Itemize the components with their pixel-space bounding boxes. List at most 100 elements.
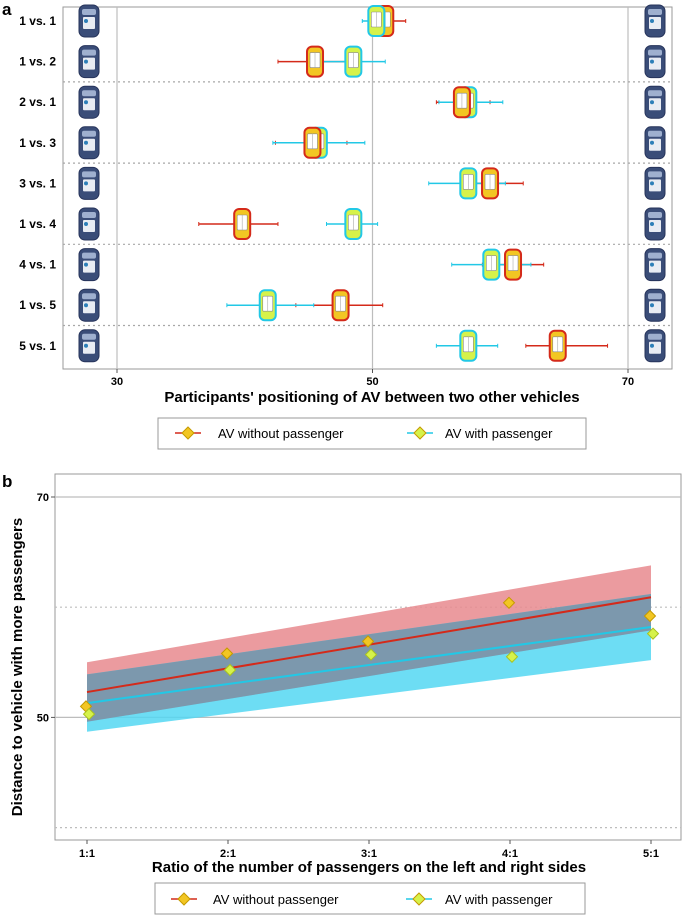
reference-car-windshield <box>82 130 96 137</box>
panel-b-points <box>79 596 660 721</box>
reference-car-cabin <box>83 57 95 70</box>
reference-car-right-1-vs-3 <box>644 126 666 160</box>
panel-a-tick-label-70: 70 <box>622 376 634 388</box>
reference-car-cabin <box>83 301 95 314</box>
panel-a-av-with-passenger-1-vs-5 <box>258 289 277 322</box>
reference-car-cabin <box>649 260 661 273</box>
panel-a-row-label-3-vs-1: 3 vs. 1 <box>19 176 56 190</box>
reference-car-right-1-vs-5 <box>644 288 666 322</box>
panel-a-row-label-2-vs-1: 2 vs. 1 <box>19 95 56 109</box>
panel-a-row-label-1-vs-1: 1 vs. 1 <box>19 14 56 28</box>
panel-b-point-with-passenger-4-1 <box>505 650 519 663</box>
reference-car-left-1-vs-1 <box>78 4 100 38</box>
panel-a-x-axis-title: Participants' positioning of AV between … <box>164 389 579 406</box>
reference-car-cabin <box>649 179 661 192</box>
reference-car-windshield <box>82 333 96 340</box>
panel-b-point-no-passenger-5-1 <box>643 609 657 623</box>
reference-car-passenger <box>84 222 88 226</box>
reference-car-passenger <box>84 59 88 64</box>
reference-car-passenger <box>650 343 654 348</box>
reference-car-passenger <box>84 19 88 23</box>
panel-a-row-label-5-vs-1: 5 vs. 1 <box>19 339 56 353</box>
panel-a-av-with-passenger-1-vs-4 <box>344 208 363 240</box>
reference-car-left-1-vs-2 <box>78 45 100 79</box>
reference-car-windshield <box>648 212 662 218</box>
panel-a-legend-key-no-passenger <box>175 426 201 440</box>
reference-car-right-4-vs-1 <box>644 248 666 282</box>
reference-car-left-1-vs-4 <box>78 207 100 241</box>
panel-a-plot-area <box>62 6 673 370</box>
panel-b-point-no-passenger-4-1 <box>502 596 516 609</box>
panel-b-y-ticks: 50 70 <box>37 492 55 724</box>
reference-car-cabin <box>83 220 95 232</box>
panel-b-legend-key-with-passenger <box>406 892 432 906</box>
reference-car-cabin <box>649 57 661 70</box>
panel-b-point-with-passenger-3-1 <box>364 648 378 661</box>
reference-car-windshield <box>82 90 96 97</box>
panel-a-legend-box <box>157 417 587 450</box>
reference-car-windshield <box>648 130 662 137</box>
reference-car-cabin <box>83 179 95 192</box>
panel-b-point-with-passenger-2-1 <box>223 663 237 677</box>
panel-a-av-with-passenger-5-vs-1 <box>459 329 478 362</box>
panel-a-legend-key-with-passenger-diamond <box>413 426 427 440</box>
reference-car-right-3-vs-1 <box>644 166 666 200</box>
panel-a-row-labels: 1 vs. 1 1 vs. 2 2 vs. 1 1 vs. 3 3 vs. 1 1 vs.… <box>19 14 56 353</box>
reference-car-passenger <box>650 303 654 308</box>
reference-car-right-1-vs-4 <box>644 207 666 241</box>
reference-car-windshield <box>648 9 662 15</box>
panel-a-av-no-passenger-1-vs-2 <box>306 45 325 78</box>
reference-car-left-1-vs-3 <box>78 126 100 160</box>
panel-a-legend-label-no-passenger: AV without passenger <box>218 426 344 441</box>
panel-a-row-label-1-vs-2: 1 vs. 2 <box>19 55 56 69</box>
reference-car-passenger <box>650 181 654 186</box>
panel-b-ytick-label-50: 50 <box>37 712 49 724</box>
panel-a-tick-label-50: 50 <box>366 376 378 388</box>
panel-a-legend: AV without passenger AV with passenger <box>157 417 587 450</box>
reference-car-windshield <box>648 49 662 56</box>
panel-b-fit-line-with-passenger <box>86 626 652 705</box>
panel-b-point-no-passenger-2-1 <box>220 647 234 660</box>
panel-b-legend-box <box>154 882 586 915</box>
reference-car-cabin <box>649 220 661 232</box>
reference-car-left-5-vs-1 <box>78 329 100 363</box>
reference-car-passenger <box>650 100 654 105</box>
panel-a-av-no-passenger-2-vs-1 <box>452 86 471 119</box>
panel-a-label: a <box>2 0 12 19</box>
panel-a-row-label-4-vs-1: 4 vs. 1 <box>19 258 56 272</box>
reference-car-windshield <box>82 293 96 300</box>
panel-b-xtick-label-3-1: 3:1 <box>361 848 377 860</box>
panel-a-av-with-passenger-1-vs-1 <box>367 5 386 37</box>
panel-b-x-axis-title: Ratio of the number of passengers on the… <box>152 859 586 876</box>
reference-car-cabin <box>649 98 661 111</box>
reference-car-left-1-vs-5 <box>78 288 100 322</box>
panel-b-xtick-label-5-1: 5:1 <box>643 848 659 860</box>
panel-a-x-ticks: 30 50 70 <box>111 369 634 388</box>
reference-car-cabin <box>83 17 95 29</box>
panel-a-av-no-passenger-1-vs-5 <box>331 289 350 322</box>
reference-car-passenger <box>650 19 654 23</box>
panel-a-av-no-passenger-3-vs-1 <box>481 167 500 200</box>
reference-car-windshield <box>648 90 662 97</box>
reference-car-cabin <box>83 138 95 151</box>
panel-a-av-no-passenger-5-vs-1 <box>548 329 567 362</box>
reference-car-left-4-vs-1 <box>78 248 100 282</box>
panel-b-point-no-passenger-3-1 <box>361 635 375 648</box>
panel-a-marks <box>198 5 609 362</box>
reference-car-windshield <box>648 333 662 340</box>
panel-b-xtick-label-2-1: 2:1 <box>220 848 236 860</box>
reference-car-passenger <box>84 343 88 348</box>
panel-a-av-with-passenger-1-vs-2 <box>344 45 363 78</box>
reference-car-windshield <box>82 9 96 15</box>
panel-b-legend-key-with-passenger-diamond <box>412 892 426 906</box>
reference-car-windshield <box>82 171 96 178</box>
panel-b-legend-label-with-passenger: AV with passenger <box>445 892 553 907</box>
reference-car-windshield <box>82 212 96 218</box>
panel-b-y-axis-title: Distance to vehicle with more passengers <box>9 518 26 816</box>
reference-car-cabin <box>83 341 95 354</box>
reference-car-windshield <box>648 252 662 259</box>
panel-a-av-no-passenger-1-vs-4 <box>233 208 252 240</box>
panel-b-ytick-label-70: 70 <box>37 492 49 504</box>
reference-car-right-5-vs-1 <box>644 329 666 363</box>
reference-car-cabin <box>649 301 661 314</box>
